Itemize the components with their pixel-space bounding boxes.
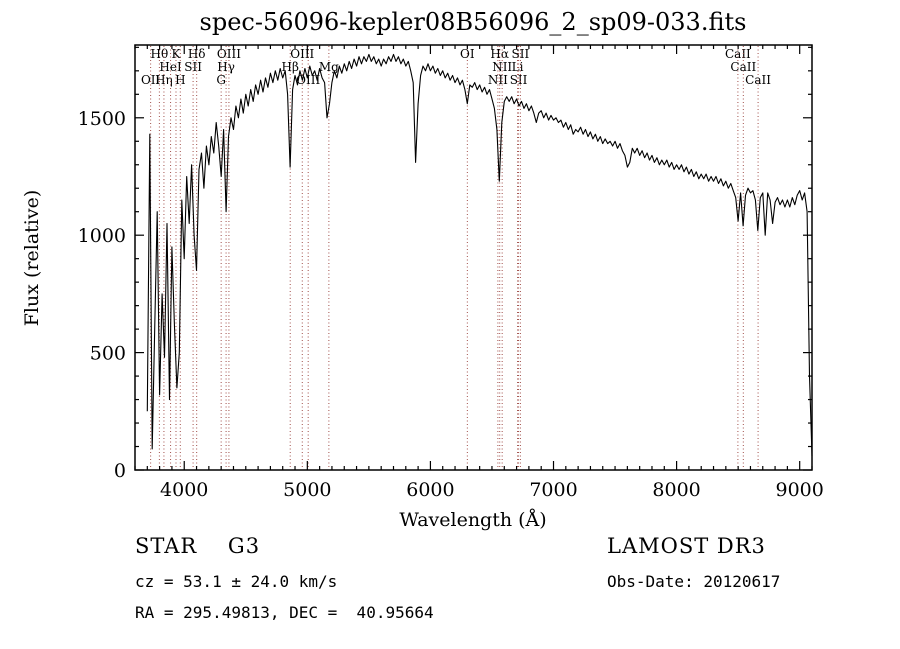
x-tick-label: 5000 — [283, 479, 331, 501]
spectral-line-label: NII — [492, 60, 512, 74]
spectral-line-label: Hα — [490, 47, 509, 61]
spectral-line-label: OIII — [296, 73, 320, 87]
x-tick-label: 6000 — [406, 479, 454, 501]
spectral-line-label: Hδ — [188, 47, 206, 61]
x-tick-label: 7000 — [529, 479, 577, 501]
y-tick-label: 500 — [90, 343, 126, 365]
spectral-line-label: OII — [141, 73, 161, 87]
x-tick-label: 4000 — [160, 479, 208, 501]
spectral-line-label: Hθ — [151, 47, 169, 61]
spectral-line-label: Hγ — [217, 60, 235, 74]
spectral-line-label: SII — [184, 60, 202, 74]
spectral-line-label: Hβ — [282, 60, 299, 74]
y-tick-label: 1000 — [78, 225, 126, 247]
obs-date: Obs-Date: 20120617 — [607, 572, 781, 591]
y-tick-label: 1500 — [78, 108, 126, 130]
axes-layer: 4000 5000 6000 7000 8000 9000 0 500 1000 1500 — [78, 44, 824, 501]
spectral-line-label: HeI — [159, 60, 182, 74]
spectral-line-label: OI — [460, 47, 475, 61]
survey-label: LAMOST DR3 — [607, 534, 766, 558]
spectral-line-label: OIII — [290, 47, 314, 61]
spectral-line-label: Li — [512, 60, 524, 74]
spectral-line-label: H — [175, 73, 185, 87]
spectral-line-label: G — [216, 73, 226, 87]
spectral-line-label: SII — [512, 47, 530, 61]
spectral-line-label: Mg — [319, 60, 339, 74]
spectral-line-label: CaII — [730, 60, 756, 74]
x-axis-label: Wavelength (Å) — [399, 509, 546, 531]
spectrum-curve — [146, 53, 813, 456]
ra-dec-coords: RA = 295.49813, DEC = 40.95664 — [135, 603, 434, 622]
cz-value: cz = 53.1 ± 24.0 km/s — [135, 572, 338, 591]
y-tick-label: 0 — [114, 460, 126, 482]
spectral-line-label: CaII — [725, 47, 751, 61]
spectral-line-label: NII — [488, 73, 508, 87]
object-class-label: STAR G3 — [135, 534, 261, 558]
plot-frame — [134, 44, 813, 471]
spectral-line-label: OIII — [217, 47, 241, 61]
x-tick-label: 8000 — [652, 479, 700, 501]
spectral-line-label: K — [172, 47, 182, 61]
spectral-lines-layer: OIIHθHηHeIKHSIIHδGHγOIIIHβOIIIOIIIMgOINI… — [141, 46, 771, 469]
x-tick-label: 9000 — [776, 479, 824, 501]
plot-title: spec-56096-kepler08B56096_2_sp09-033.fit… — [200, 8, 747, 36]
spectral-line-label: SII — [510, 73, 528, 87]
y-axis-label: Flux (relative) — [21, 190, 43, 327]
spectrum-trace-layer — [146, 53, 813, 456]
spectral-line-label: Hη — [155, 73, 173, 87]
spectral-line-label: CaII — [745, 73, 771, 87]
